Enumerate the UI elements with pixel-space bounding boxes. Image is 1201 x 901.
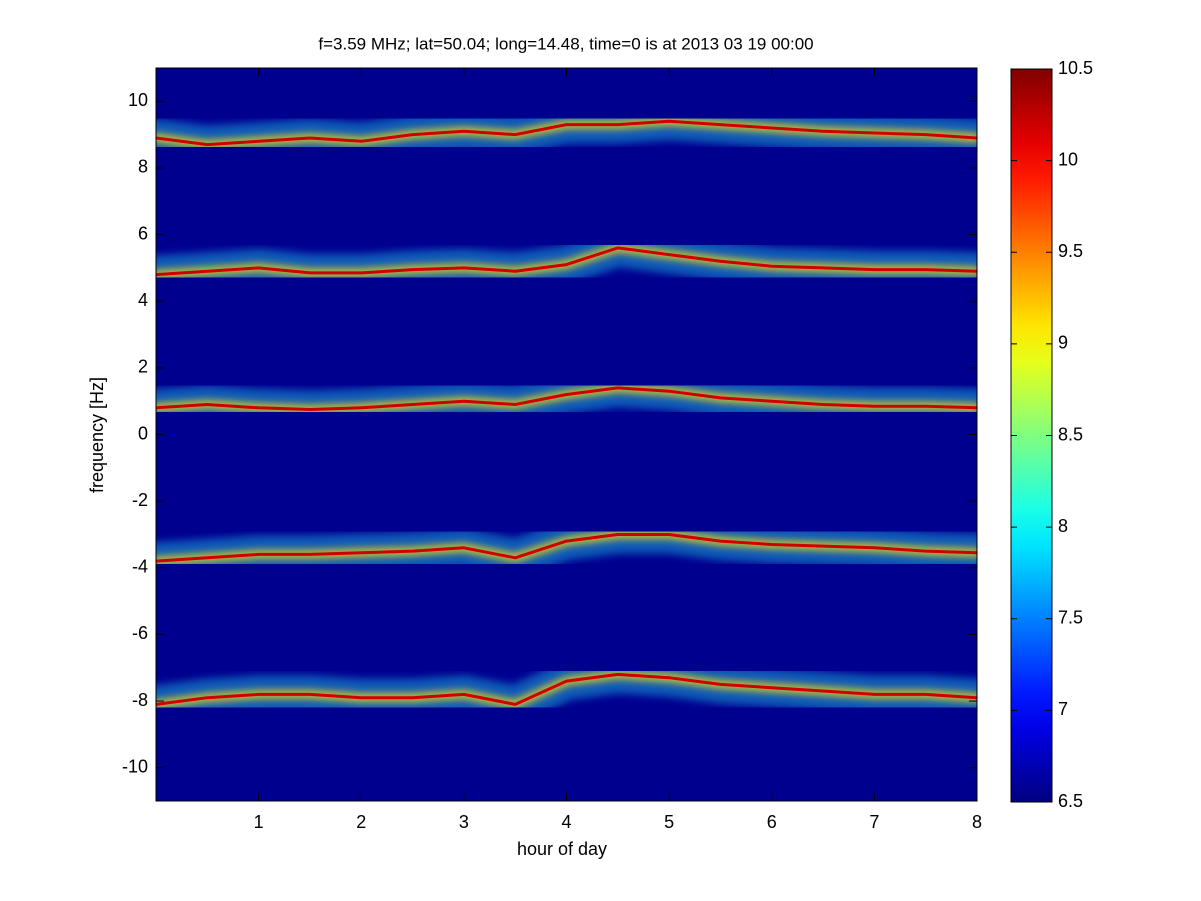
y-tick-label: 10 (128, 90, 148, 110)
colorbar-tick-label: 7 (1058, 699, 1068, 719)
x-tick-label: 3 (459, 812, 469, 832)
y-tick-label: -2 (132, 490, 148, 510)
x-tick-label: 1 (254, 812, 264, 832)
y-tick-label: 4 (138, 290, 148, 310)
colorbar-tick-label: 6.5 (1058, 791, 1083, 811)
colorbar-tick-label: 9 (1058, 333, 1068, 353)
y-tick-label: 6 (138, 223, 148, 243)
colorbar-tick-label: 10.5 (1058, 58, 1093, 78)
ridge-core (156, 672, 977, 706)
x-tick-label: 7 (869, 812, 879, 832)
y-tick-label: -8 (132, 690, 148, 710)
x-tick-label: 2 (356, 812, 366, 832)
x-axis-label: hour of day (517, 839, 607, 859)
y-tick-label: -10 (122, 756, 148, 776)
y-axis-label: frequency [Hz] (87, 377, 107, 493)
colorbar-tick-label: 7.5 (1058, 608, 1083, 628)
ridge-core (156, 246, 977, 277)
x-tick-label: 6 (767, 812, 777, 832)
chart-title: f=3.59 MHz; lat=50.04; long=14.48, time=… (318, 34, 813, 53)
y-tick-label: 2 (138, 357, 148, 377)
ridge-core (156, 386, 977, 411)
ridge-core (156, 119, 977, 147)
colorbar-tick-label: 9.5 (1058, 241, 1083, 261)
colorbar-tick-label: 8 (1058, 516, 1068, 536)
x-tick-label: 5 (664, 812, 674, 832)
y-tick-label: 0 (138, 423, 148, 443)
colorbar-tick-label: 10 (1058, 149, 1078, 169)
y-tick-label: -4 (132, 557, 148, 577)
x-tick-label: 4 (561, 812, 571, 832)
ridges (156, 102, 977, 724)
x-tick-label: 8 (972, 812, 982, 832)
y-tick-label: -6 (132, 623, 148, 643)
y-tick-label: 8 (138, 157, 148, 177)
ridge-core (156, 533, 977, 563)
colorbar-tick-label: 8.5 (1058, 424, 1083, 444)
colorbar (1010, 68, 1053, 803)
